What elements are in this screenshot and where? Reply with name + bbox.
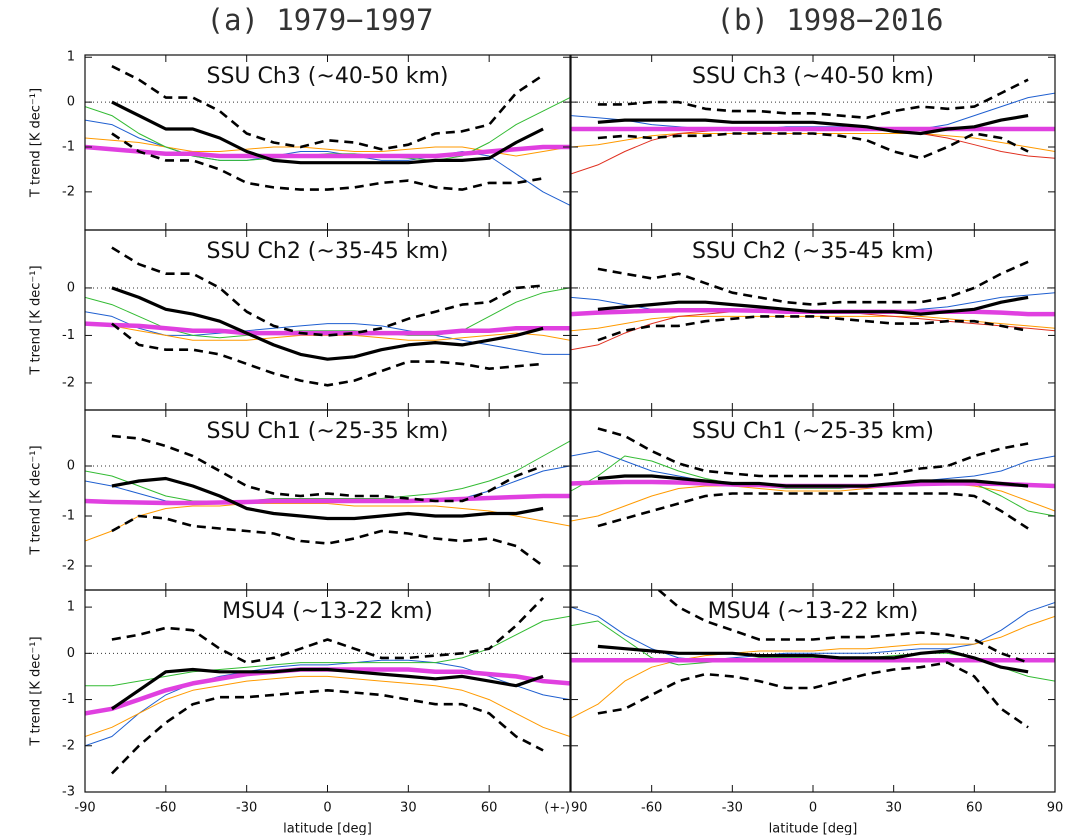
column-title: (b) 1998−2016 — [717, 3, 944, 37]
panel-title: SSU Ch2 (~35-45 km) — [692, 239, 934, 264]
y-tick-label: -3 — [62, 785, 75, 800]
y-tick-label: -2 — [62, 184, 75, 199]
series-line — [597, 315, 1029, 342]
series-line — [111, 514, 544, 568]
series-line — [111, 132, 544, 191]
y-tick-label: -2 — [62, 375, 75, 390]
panel-title: SSU Ch3 (~40-50 km) — [692, 64, 934, 89]
x-axis-label: latitude [deg] — [283, 822, 372, 835]
y-tick-label: 1 — [67, 600, 75, 615]
x-tick-label: 60 — [966, 801, 983, 816]
series-line — [111, 246, 544, 337]
series-line — [656, 590, 1029, 664]
series-line — [597, 492, 1029, 530]
panel: MSU4 (~13-22 km) -3 -2 -1 0 1 -90 -60 -30 0 30 60 (+… — [29, 589, 571, 835]
series-line — [85, 493, 570, 506]
x-tick-label: (+-) — [544, 801, 570, 816]
series-line — [111, 322, 544, 387]
series-line — [85, 659, 570, 747]
y-tick-label: -2 — [62, 559, 75, 574]
series-line — [597, 661, 1029, 729]
x-tick-label: -30 — [722, 801, 743, 816]
series-line — [111, 434, 544, 503]
panel: SSU Ch3 (~40-50 km) — [570, 54, 1056, 231]
x-tick-label: -90 — [74, 801, 95, 816]
series-line — [597, 474, 1029, 488]
x-tick-label: -60 — [641, 801, 662, 816]
series-line — [597, 295, 1029, 316]
series-line — [597, 427, 1029, 478]
x-axis-label: latitude [deg] — [769, 822, 858, 835]
y-axis-label: T trend [K dec⁻¹] — [29, 445, 44, 555]
y-tick-label: -1 — [62, 509, 75, 524]
series-line — [111, 65, 544, 151]
series-line — [85, 675, 570, 737]
x-tick-label: -60 — [155, 801, 176, 816]
y-tick-label: 0 — [67, 280, 75, 295]
panel: MSU4 (~13-22 km) 90 -60 -30 0 30 60 90 latitude … — [570, 589, 1064, 835]
panel-title: MSU4 (~13-22 km) — [708, 599, 919, 624]
series-line — [597, 114, 1029, 136]
panel-title: MSU4 (~13-22 km) — [222, 599, 433, 624]
y-axis-label: T trend [K dec⁻¹] — [29, 265, 44, 375]
series-line — [85, 144, 570, 159]
series-line — [111, 100, 544, 165]
series-line — [597, 644, 1029, 674]
y-tick-label: -2 — [62, 738, 75, 753]
series-line — [597, 78, 1029, 120]
y-tick-label: 0 — [67, 95, 75, 110]
series-line — [571, 615, 1055, 719]
series-line — [111, 596, 545, 664]
x-tick-label: 0 — [809, 801, 817, 816]
series-line — [85, 323, 570, 341]
y-tick-label: 1 — [67, 50, 75, 65]
panel: SSU Ch1 (~25-35 km) — [570, 409, 1056, 591]
series-line — [85, 97, 570, 161]
x-tick-label: 90 — [1047, 801, 1064, 816]
panel: SSU Ch2 (~35-45 km) -2 -1 0 T trend [K dec⁻¹… — [29, 229, 571, 411]
series-line — [111, 286, 544, 361]
y-tick-label: -1 — [62, 139, 75, 154]
panel: SSU Ch1 (~25-35 km) -2 -1 0 T trend [K dec⁻¹… — [29, 409, 571, 591]
y-axis-label: T trend [K dec⁻¹] — [29, 636, 44, 746]
series-line — [110, 689, 544, 775]
series-line — [85, 440, 570, 502]
series-line — [111, 476, 544, 521]
y-tick-label: -1 — [62, 692, 75, 707]
column-title: (a) 1979−1997 — [207, 3, 434, 37]
y-axis-label: T trend [K dec⁻¹] — [29, 88, 44, 198]
x-tick-label: 30 — [400, 801, 417, 816]
series-line — [85, 503, 570, 542]
x-tick-label: 30 — [885, 801, 902, 816]
x-tick-label: 0 — [323, 801, 331, 816]
x-tick-label: 90 — [571, 801, 588, 816]
x-tick-label: 60 — [481, 801, 498, 816]
series-line — [571, 483, 1055, 522]
x-tick-label: -30 — [236, 801, 257, 816]
panel-title: SSU Ch1 (~25-35 km) — [206, 419, 448, 444]
series-line — [597, 132, 1029, 160]
panel: SSU Ch2 (~35-45 km) — [570, 229, 1056, 411]
panel-title: SSU Ch1 (~25-35 km) — [692, 419, 934, 444]
panel-title: SSU Ch2 (~35-45 km) — [206, 239, 448, 264]
y-tick-label: -1 — [62, 328, 75, 343]
series-line — [110, 667, 544, 711]
y-tick-label: 0 — [67, 459, 75, 474]
panel: SSU Ch3 (~40-50 km) -2 -1 0 1 T trend [K dec⁻… — [29, 50, 571, 231]
y-tick-label: 0 — [67, 646, 75, 661]
series-line — [85, 321, 570, 336]
series-line — [597, 260, 1029, 306]
panel-title: SSU Ch3 (~40-50 km) — [206, 64, 448, 89]
